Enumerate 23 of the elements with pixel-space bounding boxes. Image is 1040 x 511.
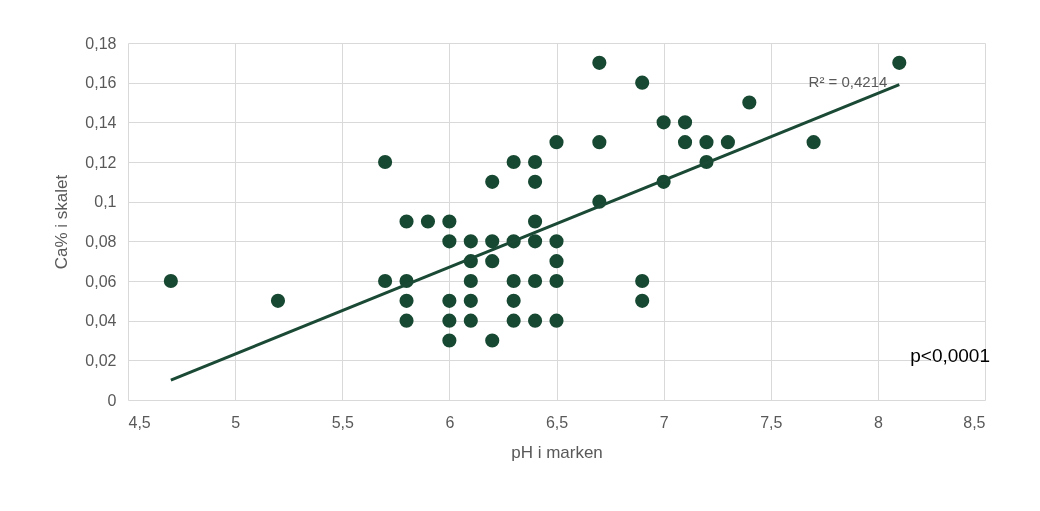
y-tick-label: 0,12 [85,153,117,171]
y-tick-label: 0,1 [94,193,117,211]
annotation: R² = 0,4214 [808,73,888,90]
x-tick-label: 7,5 [760,413,783,431]
y-axis-title: Ca% i skalet [52,174,72,270]
x-tick-label: 7 [659,413,669,431]
y-tick-label: 0,14 [85,113,117,131]
x-tick-label: 8 [873,413,883,431]
y-tick-label: 0,04 [85,312,117,330]
x-tick-label: 4,5 [128,413,151,431]
y-tick-label: 0,18 [85,34,117,52]
x-axis-title: pH i marken [511,442,603,462]
x-tick-label: 6 [445,413,455,431]
x-tick-label: 5,5 [331,413,354,431]
y-tick-label: 0,08 [85,232,117,250]
y-tick-label: 0,06 [85,272,117,290]
annotation: p<0,0001 [910,345,990,366]
x-tick-label: 6,5 [545,413,569,431]
y-tick-label: 0 [107,391,117,409]
y-tick-label: 0,02 [85,351,117,369]
x-tick-label: 5 [231,413,241,431]
y-tick-label: 0,16 [85,74,117,92]
x-tick-label: 8,5 [963,413,986,431]
